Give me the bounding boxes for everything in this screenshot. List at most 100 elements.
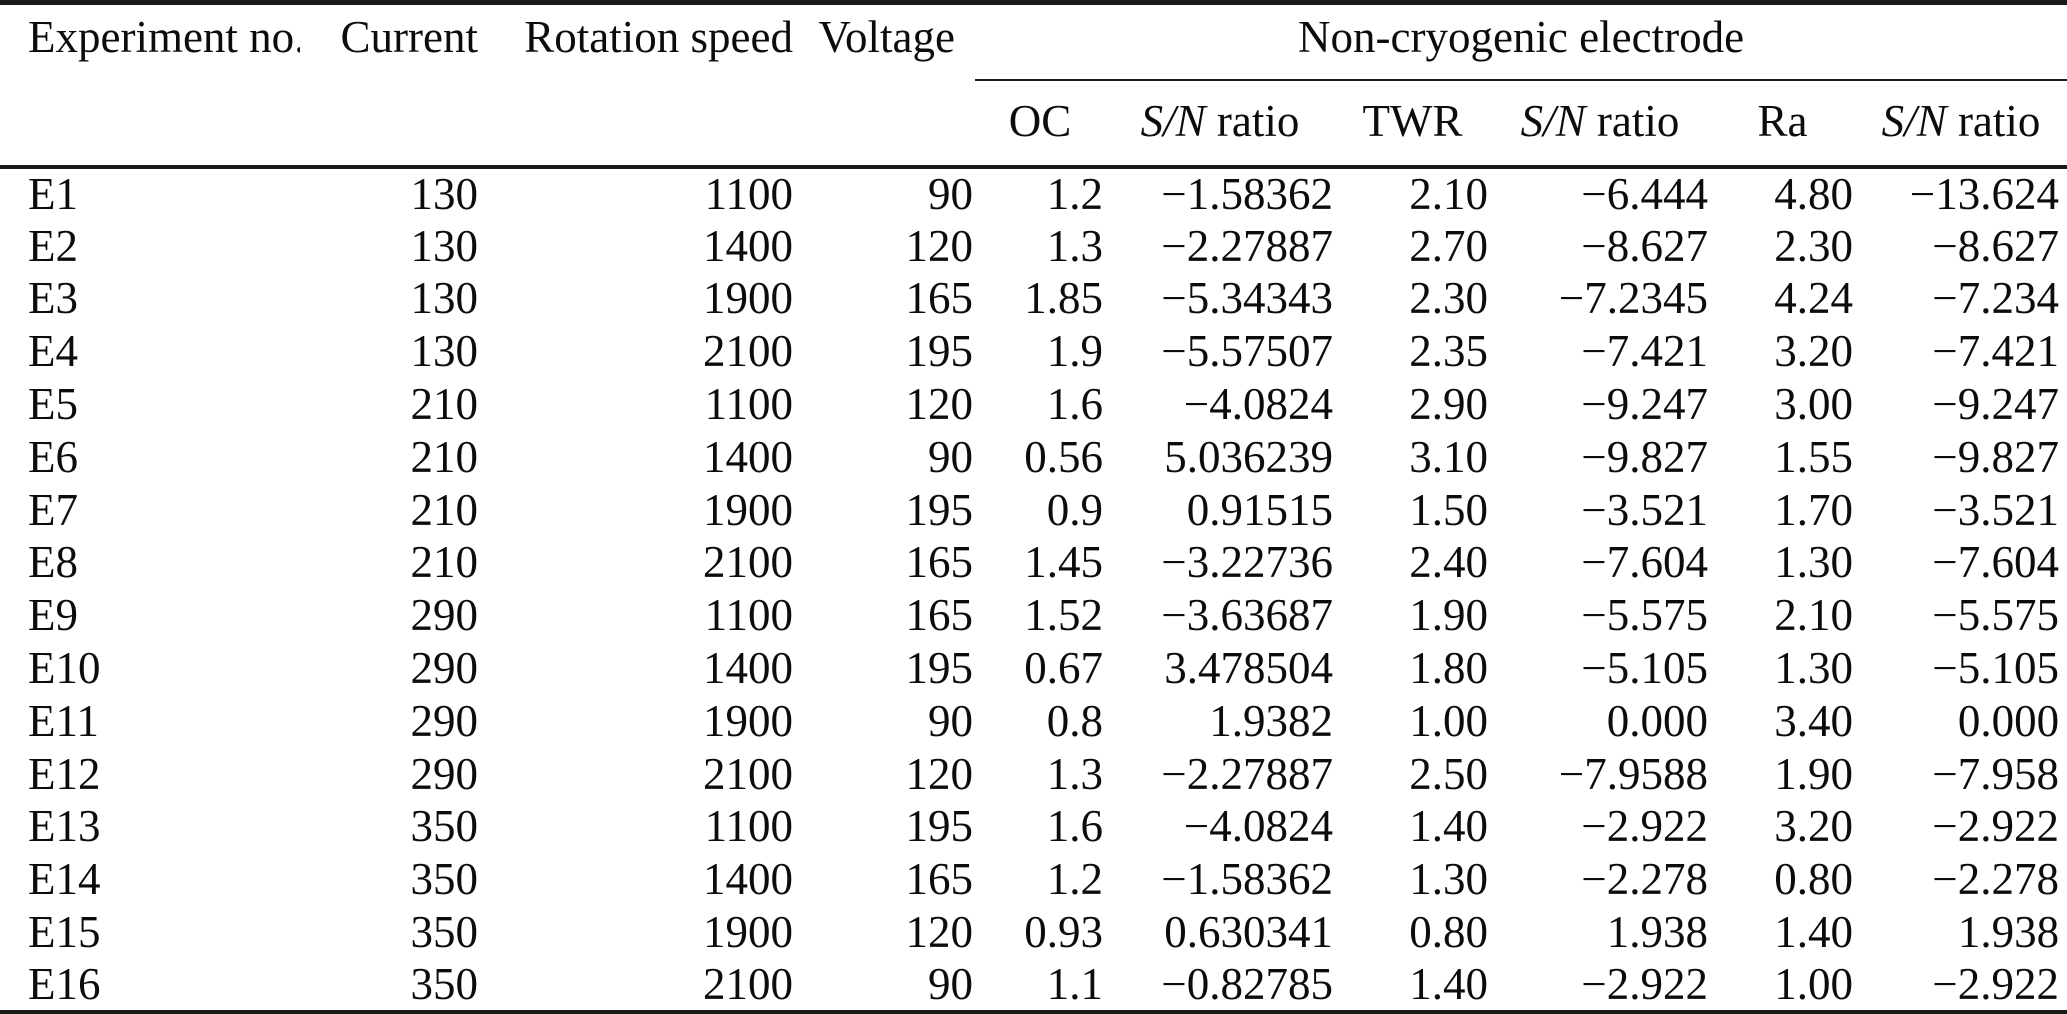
cell-rotation-speed: 1400: [703, 854, 793, 905]
header-current: Current: [340, 12, 478, 62]
table-row: E7 210 1900 195 0.9 0.91515 1.50 −3.521 1.70 −3.5…: [0, 484, 2067, 537]
cell-experiment-no: E2: [28, 220, 78, 271]
cell-experiment-no: E15: [28, 907, 101, 958]
cell-sn-ratio-oc: −2.27887: [1161, 220, 1333, 271]
cell-rotation-speed: 1400: [703, 431, 793, 482]
cell-sn-ratio-twr: −2.922: [1490, 958, 1710, 1014]
cell-current: 210: [410, 431, 479, 482]
cell-sn-ratio-ra: −9.827: [1932, 431, 2060, 482]
cell-sn-ratio-oc: 0.91515: [1186, 484, 1333, 535]
cell-experiment-no: E6: [28, 431, 78, 482]
table-row: E5 210 1100 120 1.6 −4.0824 2.90 −9.247 3.00 −9.2…: [0, 378, 2067, 431]
cell-voltage: 120: [905, 748, 974, 799]
cell-current: 350: [300, 958, 480, 1014]
cell-ra: 4.24: [1774, 273, 1853, 324]
cell-sn-ratio-oc: −1.58362: [1161, 854, 1333, 905]
cell-ra: 3.20: [1774, 801, 1853, 852]
table-row: E9 290 1100 165 1.52 −3.63687 1.90 −5.575 2.10 −5…: [0, 589, 2067, 642]
header-voltage: Voltage: [818, 12, 955, 62]
cell-current: 210: [410, 379, 479, 430]
cell-sn-ratio-oc: −3.63687: [1161, 590, 1333, 641]
cell-sn-ratio-ra: −9.247: [1932, 379, 2060, 430]
cell-twr: 2.30: [1409, 273, 1488, 324]
cell-twr: 2.70: [1409, 220, 1488, 271]
cell-twr: 1.30: [1409, 854, 1488, 905]
cell-twr: 2.35: [1409, 326, 1488, 377]
cell-ra: 2.10: [1774, 590, 1853, 641]
cell-ra: 1.90: [1774, 748, 1853, 799]
header-experiment-no: Experiment no.: [28, 12, 300, 62]
cell-experiment-no: E5: [28, 379, 78, 430]
cell-sn-ratio-oc: 3.478504: [1164, 643, 1333, 694]
cell-voltage: 165: [905, 854, 974, 905]
cell-rotation-speed: 1900: [703, 907, 793, 958]
cell-oc: 1.6: [1046, 379, 1103, 430]
cell-current: 290: [410, 748, 479, 799]
cell-sn-ratio-oc: −3.22736: [1161, 537, 1333, 588]
subheader-oc: OC: [975, 80, 1105, 169]
cell-sn-ratio-oc: 5.036239: [1164, 431, 1333, 482]
cell-sn-ratio-twr: 1.938: [1606, 907, 1708, 958]
cell-sn-ratio-ra: −7.958: [1932, 748, 2060, 799]
cell-ra: 1.55: [1774, 431, 1853, 482]
table-row: E15 350 1900 120 0.93 0.630341 0.80 1.938 1.40 1.…: [0, 906, 2067, 959]
header-rotation-speed: Rotation speed: [524, 12, 793, 62]
cell-twr: 1.40: [1335, 958, 1490, 1014]
cell-sn-ratio-ra: −5.575: [1932, 590, 2060, 641]
cell-experiment-no: E13: [28, 801, 101, 852]
cell-sn-ratio-ra: −7.234: [1932, 273, 2060, 324]
cell-experiment-no: E1: [28, 168, 78, 219]
cell-twr: 2.50: [1409, 748, 1488, 799]
cell-rotation-speed: 1400: [703, 220, 793, 271]
header-row-sub: OC S/N ratio TWR S/N ratio Ra S/N ratio: [0, 80, 2067, 169]
cell-experiment-no: E3: [28, 273, 78, 324]
header-row-main: Experiment no. Current Rotation speed Vo…: [0, 2, 2067, 81]
cell-rotation-speed: 1100: [704, 801, 793, 852]
cell-rotation-speed: 2100: [703, 748, 793, 799]
cell-ra: 1.70: [1774, 484, 1853, 535]
cell-sn-ratio-twr: −2.922: [1581, 801, 1708, 852]
table-row: E12 290 2100 120 1.3 −2.27887 2.50 −7.9588 1.90 −…: [0, 748, 2067, 801]
cell-twr: 1.80: [1409, 643, 1488, 694]
cell-sn-ratio-twr: −7.604: [1581, 537, 1708, 588]
subheader-sn-ratio-1: S/N ratio: [1105, 80, 1335, 169]
cell-sn-ratio-twr: −7.421: [1581, 326, 1708, 377]
cell-rotation-speed: 1100: [704, 168, 793, 219]
cell-sn-ratio-ra: −3.521: [1932, 484, 2060, 535]
cell-sn-ratio-ra: −7.604: [1932, 537, 2060, 588]
cell-oc: 1.1: [975, 958, 1105, 1014]
cell-oc: 0.56: [1024, 431, 1103, 482]
table-row: E13 350 1100 195 1.6 −4.0824 1.40 −2.922 3.20 −2.…: [0, 801, 2067, 854]
table-header: Experiment no. Current Rotation speed Vo…: [0, 2, 2067, 169]
cell-voltage: 90: [928, 431, 973, 482]
cell-current: 130: [410, 220, 479, 271]
cell-experiment-no: E10: [28, 643, 101, 694]
cell-twr: 3.10: [1409, 431, 1488, 482]
cell-ra: 0.80: [1774, 854, 1853, 905]
cell-rotation-speed: 1100: [704, 379, 793, 430]
cell-ra: 2.30: [1774, 220, 1853, 271]
cell-experiment-no: E11: [28, 695, 99, 746]
cell-rotation-speed: 1900: [703, 273, 793, 324]
cell-sn-ratio-twr: −3.521: [1581, 484, 1708, 535]
cell-ra: 3.20: [1774, 326, 1853, 377]
cell-sn-ratio-twr: −5.575: [1581, 590, 1708, 641]
cell-sn-ratio-ra: −2.922: [1855, 958, 2067, 1014]
cell-experiment-no: E9: [28, 590, 78, 641]
cell-twr: 2.90: [1409, 379, 1488, 430]
cell-current: 290: [410, 695, 479, 746]
cell-oc: 1.2: [1046, 854, 1103, 905]
cell-twr: 1.40: [1409, 801, 1488, 852]
cell-experiment-no: E14: [28, 854, 101, 905]
cell-current: 350: [410, 801, 479, 852]
cell-sn-ratio-oc: −0.82785: [1105, 958, 1335, 1014]
cell-oc: 0.8: [1046, 695, 1103, 746]
cell-rotation-speed: 1900: [703, 695, 793, 746]
cell-sn-ratio-oc: −5.34343: [1161, 273, 1333, 324]
cell-oc: 1.6: [1046, 801, 1103, 852]
cell-sn-ratio-oc: −5.57507: [1161, 326, 1333, 377]
subheader-sn-ratio-5: S/N ratio: [1855, 80, 2067, 169]
cell-experiment-no: E8: [28, 537, 78, 588]
cell-voltage: 165: [905, 537, 974, 588]
cell-experiment-no: E7: [28, 484, 78, 535]
